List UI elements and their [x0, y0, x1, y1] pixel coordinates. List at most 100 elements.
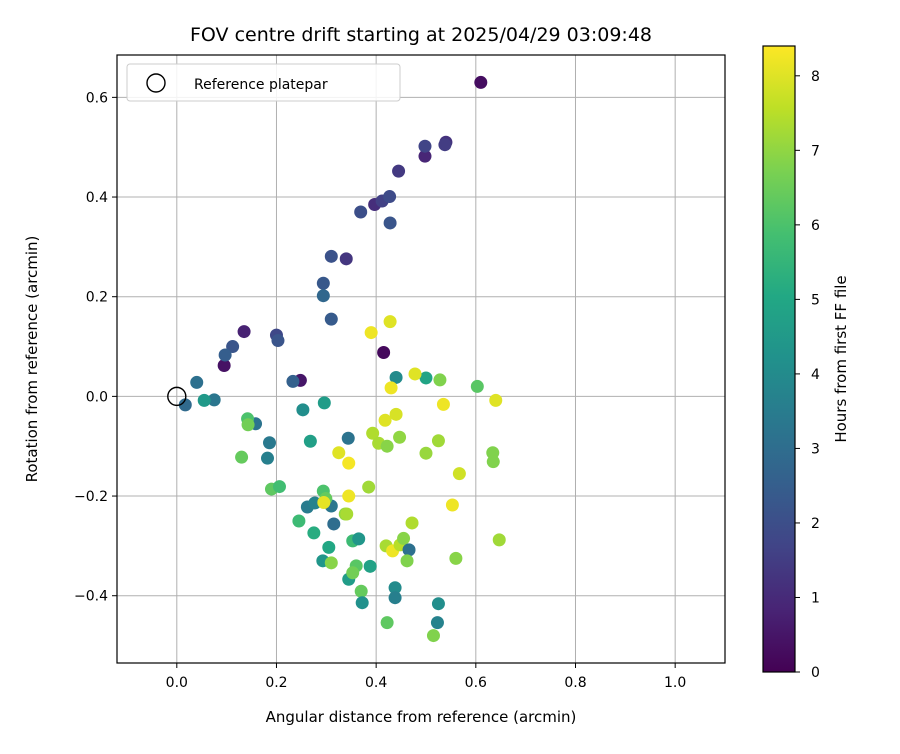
- data-point: [226, 340, 240, 354]
- colorbar-gradient: [762, 45, 796, 673]
- chart-title: FOV centre drift starting at 2025/04/29 …: [190, 24, 652, 46]
- data-point: [408, 367, 422, 381]
- colorbar-tick-label: 6: [811, 218, 820, 234]
- data-point: [388, 591, 402, 605]
- y-tick-label: −0.2: [74, 489, 108, 505]
- data-point: [207, 393, 221, 407]
- legend-marker-icon: [146, 73, 166, 93]
- data-point: [327, 517, 341, 531]
- y-axis-label: Rotation from reference (arcmin): [23, 236, 41, 483]
- x-axis-label: Angular distance from reference (arcmin): [266, 708, 577, 726]
- data-point: [383, 315, 397, 329]
- colorbar-tick-label: 1: [811, 590, 820, 606]
- data-point: [380, 616, 394, 630]
- legend-box: [126, 63, 401, 102]
- data-point: [402, 543, 416, 557]
- data-point: [296, 403, 310, 417]
- data-point: [218, 348, 232, 362]
- data-point: [307, 526, 321, 540]
- data-point: [486, 455, 500, 469]
- data-point: [261, 451, 275, 465]
- colorbar-tick-label: 5: [811, 292, 820, 308]
- data-point: [431, 434, 445, 448]
- data-point: [339, 252, 353, 266]
- data-point: [341, 431, 355, 445]
- data-point: [324, 556, 338, 570]
- data-point: [292, 514, 306, 528]
- data-point: [419, 446, 433, 460]
- data-point: [316, 276, 330, 290]
- colorbar-tick-label: 0: [811, 665, 820, 681]
- data-point: [178, 398, 192, 412]
- data-point: [317, 396, 331, 410]
- data-point: [418, 149, 432, 163]
- data-point: [354, 205, 368, 219]
- plot-frame: [116, 54, 726, 664]
- data-point: [364, 326, 378, 340]
- colorbar-tick-label: 4: [811, 367, 820, 383]
- data-point: [366, 426, 380, 440]
- colorbar: 0 1 2 3 4 5 6 7 8 Hours from first FF file: [762, 45, 850, 681]
- data-point: [303, 434, 317, 448]
- data-point: [489, 393, 503, 407]
- data-point: [393, 430, 407, 444]
- data-point: [286, 374, 300, 388]
- data-point: [383, 216, 397, 230]
- y-tick-label: 0.0: [86, 389, 108, 405]
- data-point: [377, 346, 391, 360]
- data-point: [362, 480, 376, 494]
- data-point: [400, 554, 414, 568]
- y-tick-label: −0.4: [74, 589, 108, 605]
- data-point: [378, 413, 392, 427]
- y-tick-label: 0.2: [86, 290, 108, 306]
- x-tick-label: 1.0: [664, 675, 686, 691]
- colorbar-tick-label: 8: [811, 69, 820, 85]
- data-point: [492, 533, 506, 547]
- data-point: [426, 629, 440, 643]
- colorbar-tick-label: 3: [811, 441, 820, 457]
- data-point: [272, 480, 286, 494]
- colorbar-tick-label: 2: [811, 516, 820, 532]
- data-point: [474, 75, 488, 89]
- data-point: [241, 418, 255, 432]
- y-tick-label: 0.4: [86, 190, 108, 206]
- data-point: [363, 559, 377, 573]
- x-axis-ticks: 0.0 0.2 0.4 0.6 0.8 1.0: [166, 663, 686, 691]
- data-point: [445, 498, 459, 512]
- data-point: [316, 289, 330, 303]
- x-tick-label: 0.8: [564, 675, 586, 691]
- data-point: [452, 467, 466, 481]
- data-point: [388, 581, 402, 595]
- data-point: [405, 516, 419, 530]
- data-point: [237, 325, 251, 339]
- x-tick-label: 0.6: [465, 675, 487, 691]
- colorbar-ticks: 0 1 2 3 4 5 6 7 8: [795, 69, 820, 681]
- y-axis-ticks: −0.4 −0.2 0.0 0.2 0.4 0.6: [74, 90, 117, 605]
- data-point: [389, 370, 403, 384]
- data-point: [355, 596, 369, 610]
- data-point: [436, 397, 450, 411]
- data-point: [346, 566, 360, 580]
- data-point: [383, 190, 397, 204]
- data-point: [352, 532, 366, 546]
- data-point: [324, 249, 338, 263]
- data-point: [418, 139, 432, 153]
- data-point: [419, 371, 433, 385]
- data-point: [438, 138, 452, 152]
- data-point: [340, 507, 354, 521]
- data-point: [384, 381, 398, 395]
- data-point: [322, 540, 336, 554]
- colorbar-tick-label: 7: [811, 143, 820, 159]
- data-point: [392, 164, 406, 178]
- data-point: [217, 358, 231, 372]
- reference-marker: [167, 386, 187, 407]
- data-point: [380, 439, 394, 453]
- data-point: [317, 496, 331, 510]
- data-point: [197, 393, 211, 407]
- data-point: [430, 616, 444, 630]
- legend: Reference platepar: [126, 63, 401, 102]
- data-point: [431, 597, 445, 611]
- data-point: [342, 489, 356, 503]
- data-point: [190, 375, 204, 389]
